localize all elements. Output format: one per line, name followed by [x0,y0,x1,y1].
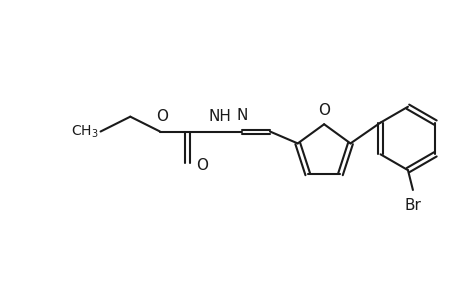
Text: N: N [236,108,247,123]
Text: O: O [156,109,168,124]
Text: CH$_3$: CH$_3$ [71,123,98,140]
Text: O: O [195,158,207,173]
Text: Br: Br [403,198,420,213]
Text: NH: NH [207,109,230,124]
Text: O: O [318,103,330,118]
